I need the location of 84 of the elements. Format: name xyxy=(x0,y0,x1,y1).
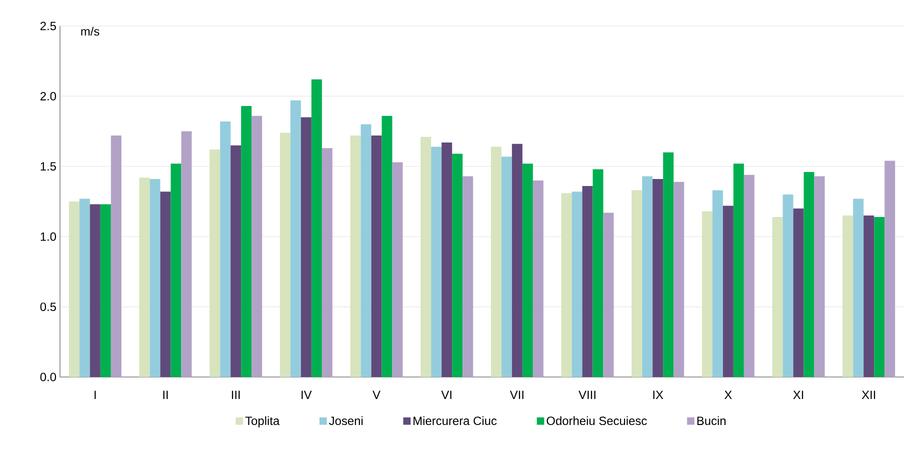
bar xyxy=(603,212,614,377)
bar xyxy=(804,172,814,377)
bar xyxy=(150,179,160,377)
y-tick-label: 0.0 xyxy=(40,372,56,382)
bar xyxy=(280,132,290,377)
bar xyxy=(420,136,432,377)
bar xyxy=(241,106,252,377)
bar xyxy=(733,164,744,377)
bar xyxy=(290,100,301,377)
bar xyxy=(452,154,463,377)
x-tick-label: XI xyxy=(793,390,804,399)
bar xyxy=(501,156,512,377)
x-tick-label: VIII xyxy=(578,390,596,399)
bar xyxy=(702,211,712,377)
y-axis-title: m/s xyxy=(81,26,100,36)
bar xyxy=(371,136,382,377)
x-tick-label: IV xyxy=(302,390,312,399)
x-tick-label: IX xyxy=(653,390,664,399)
bar xyxy=(322,148,332,377)
bar xyxy=(582,186,593,377)
bar xyxy=(532,180,544,377)
bar xyxy=(442,142,452,377)
bar xyxy=(90,204,100,377)
bar xyxy=(160,192,171,377)
legend-label: Odorheiu Secuiesc xyxy=(546,416,647,426)
bar xyxy=(561,193,572,377)
x-tick-label: V xyxy=(372,390,380,399)
bar xyxy=(311,79,322,377)
legend-label: Joseni xyxy=(329,416,363,426)
x-tick-label: XII xyxy=(862,390,876,399)
x-tick-label: I xyxy=(94,390,96,399)
bar xyxy=(382,116,392,377)
y-tick-label: 1.5 xyxy=(40,162,56,171)
y-tick-label: 2.5 xyxy=(40,22,56,30)
bar xyxy=(853,198,864,377)
bar xyxy=(842,216,854,377)
legend-label: Toplita xyxy=(245,416,280,428)
y-tick-label: 2.0 xyxy=(40,92,56,100)
bar xyxy=(252,116,262,377)
bar xyxy=(360,124,372,377)
bar xyxy=(462,176,474,377)
bar xyxy=(431,146,442,377)
bar xyxy=(632,190,642,377)
bar xyxy=(884,160,896,377)
x-tick-label: III xyxy=(232,390,240,399)
bar xyxy=(490,146,502,377)
bar xyxy=(300,117,312,377)
bar xyxy=(642,176,653,377)
bar xyxy=(110,136,122,377)
bar xyxy=(79,198,90,377)
bar xyxy=(350,136,361,377)
bar xyxy=(139,178,150,377)
bar xyxy=(68,202,80,377)
bar xyxy=(864,216,874,377)
legend-label: Bucin xyxy=(697,416,726,426)
bar xyxy=(210,150,220,377)
y-tick-label: 0.5 xyxy=(40,302,56,312)
bar xyxy=(592,169,604,377)
bar xyxy=(874,216,885,377)
bar xyxy=(512,144,522,377)
bar xyxy=(220,121,231,377)
x-tick-label: II xyxy=(163,390,168,399)
bar xyxy=(674,182,684,377)
bar xyxy=(170,164,182,377)
bar xyxy=(181,131,192,377)
x-tick-label: X xyxy=(724,390,732,399)
bar xyxy=(100,204,111,377)
bar xyxy=(782,194,794,377)
bar xyxy=(814,176,825,377)
x-tick-label: VII xyxy=(510,390,524,399)
legend-label: Miercurera Ciuc xyxy=(414,416,497,426)
bar xyxy=(722,206,734,377)
bar xyxy=(652,179,664,377)
bar xyxy=(772,216,783,377)
bar xyxy=(572,192,582,377)
bar xyxy=(793,208,804,377)
bar xyxy=(392,162,403,377)
x-tick-label: VI xyxy=(441,390,452,399)
y-tick-label: 1.0 xyxy=(40,232,56,241)
bar xyxy=(230,145,242,377)
bar xyxy=(744,174,754,377)
bar xyxy=(522,164,533,377)
bar xyxy=(663,152,674,377)
bar xyxy=(712,190,723,377)
